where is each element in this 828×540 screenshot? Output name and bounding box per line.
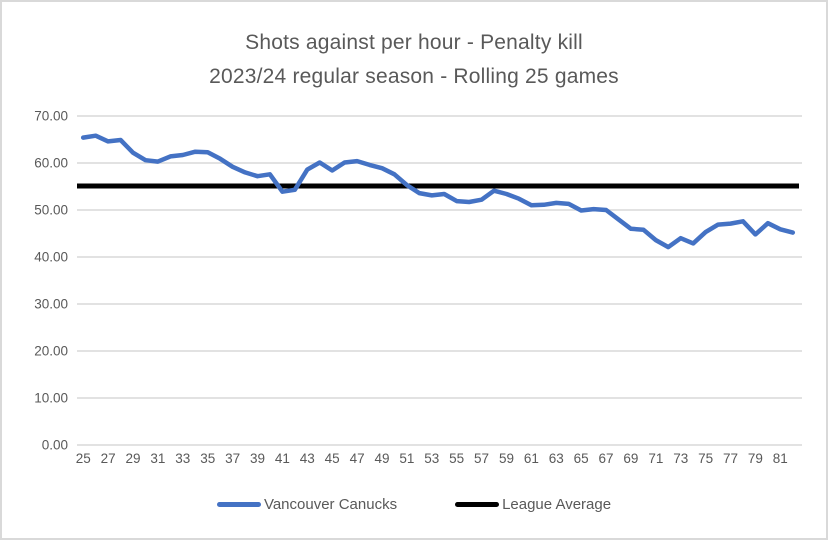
- x-axis-tick-label: 53: [424, 451, 439, 466]
- y-axis-tick-label: 0.00: [42, 438, 68, 453]
- x-axis-tick-label: 35: [200, 451, 215, 466]
- y-axis-tick-label: 70.00: [34, 109, 68, 124]
- chart-subtitle: 2023/24 regular season - Rolling 25 game…: [209, 65, 619, 88]
- x-axis-tick-label: 75: [698, 451, 713, 466]
- x-axis-tick-label: 55: [449, 451, 464, 466]
- legend-label: Vancouver Canucks: [263, 496, 398, 513]
- x-axis-tick-label: 81: [773, 451, 788, 466]
- legend-item-league-average: League Average: [455, 496, 611, 513]
- vancouver-canucks-line: [80, 133, 796, 250]
- y-axis-tick-label: 60.00: [34, 156, 68, 171]
- legend-line-swatch-black: [455, 502, 500, 507]
- x-axis-tick-label: 71: [648, 451, 663, 466]
- x-axis-tick-label: 67: [599, 451, 614, 466]
- y-axis-tick-label: 40.00: [34, 250, 68, 265]
- chart-title-block: Shots against per hour - Penalty kill 20…: [2, 26, 826, 94]
- legend-item-vancouver-canucks: Vancouver Canucks: [216, 496, 398, 513]
- x-axis-tick-label: 27: [101, 451, 116, 466]
- x-axis-tick-label: 49: [374, 451, 389, 466]
- x-axis-tick-label: 65: [574, 451, 589, 466]
- x-axis-tick-label: 33: [175, 451, 190, 466]
- legend-label: League Average: [502, 496, 612, 513]
- x-axis-tick-label: 79: [748, 451, 763, 466]
- x-axis-tick-label: 29: [126, 451, 141, 466]
- y-axis-tick-label: 30.00: [34, 297, 68, 312]
- chart-legend: Vancouver Canucks League Average: [2, 496, 826, 513]
- x-axis-tick-label: 43: [300, 451, 315, 466]
- chart-title: Shots against per hour - Penalty kill: [245, 31, 583, 54]
- x-axis-tick-label: 47: [350, 451, 365, 466]
- x-axis-tick-label: 77: [723, 451, 738, 466]
- y-axis-tick-label: 10.00: [34, 391, 68, 406]
- x-axis-tick-label: 51: [399, 451, 414, 466]
- x-axis-tick-label: 31: [150, 451, 165, 466]
- x-axis-tick-label: 57: [474, 451, 489, 466]
- x-axis-tick-label: 45: [325, 451, 340, 466]
- x-axis-tick-label: 63: [549, 451, 564, 466]
- legend-line-swatch-blue: [216, 502, 261, 507]
- x-axis-tick-label: 69: [623, 451, 638, 466]
- y-axis-tick-label: 20.00: [34, 344, 68, 359]
- x-axis-tick-label: 61: [524, 451, 539, 466]
- x-axis-tick-label: 41: [275, 451, 290, 466]
- x-axis-tick-label: 73: [673, 451, 688, 466]
- y-axis-tick-label: 50.00: [34, 203, 68, 218]
- x-axis-tick-label: 39: [250, 451, 265, 466]
- x-axis-tick-label: 25: [76, 451, 91, 466]
- x-axis-tick-label: 37: [225, 451, 240, 466]
- x-axis-tick-label: 59: [499, 451, 514, 466]
